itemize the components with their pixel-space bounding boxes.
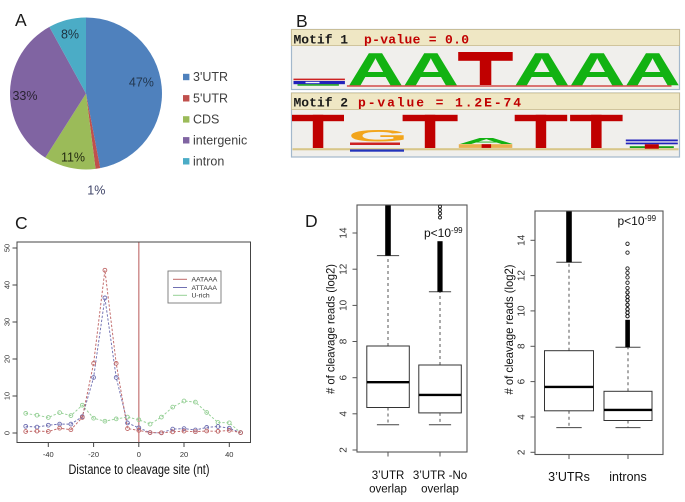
svg-text:A: A xyxy=(569,43,625,95)
svg-text:10: 10 xyxy=(517,305,528,317)
svg-text:2: 2 xyxy=(339,447,350,453)
svg-text:10: 10 xyxy=(3,392,12,400)
svg-text:50: 50 xyxy=(3,244,12,252)
svg-text:A: A xyxy=(625,43,681,95)
svg-text:ATTAAA: ATTAAA xyxy=(192,285,218,292)
svg-text:40: 40 xyxy=(225,450,233,459)
svg-text:4: 4 xyxy=(339,411,350,417)
svg-text:# of cleavage reads (log2): # of cleavage reads (log2) xyxy=(324,264,338,394)
svg-text:47%: 47% xyxy=(129,76,154,90)
svg-text:3’UTR -No: 3’UTR -No xyxy=(413,470,467,482)
svg-text:8: 8 xyxy=(339,338,350,344)
svg-text:8: 8 xyxy=(517,343,528,349)
svg-text:D: D xyxy=(305,211,318,231)
svg-text:-20: -20 xyxy=(88,450,99,459)
svg-text:6: 6 xyxy=(339,374,350,380)
svg-text:B: B xyxy=(296,11,308,31)
svg-text:2: 2 xyxy=(517,449,528,455)
svg-text:40: 40 xyxy=(3,281,12,289)
svg-text:12: 12 xyxy=(517,270,528,282)
svg-text:intergenic: intergenic xyxy=(193,134,247,148)
svg-text:U-rich: U-rich xyxy=(192,293,210,300)
svg-text:20: 20 xyxy=(3,355,12,363)
svg-text:3’UTR: 3’UTR xyxy=(372,470,405,482)
svg-text:-40: -40 xyxy=(43,450,54,459)
svg-text:10: 10 xyxy=(339,299,350,311)
svg-text:0: 0 xyxy=(137,450,141,459)
svg-text:30: 30 xyxy=(3,318,12,326)
svg-text:14: 14 xyxy=(517,234,528,246)
svg-text:5'UTR: 5'UTR xyxy=(193,92,228,106)
svg-text:A: A xyxy=(403,43,459,95)
svg-text:p-value = 1.2E-74: p-value = 1.2E-74 xyxy=(358,96,523,111)
svg-text:CDS: CDS xyxy=(193,113,219,127)
svg-text:4: 4 xyxy=(517,414,528,420)
svg-text:8%: 8% xyxy=(61,28,79,42)
svg-text:A: A xyxy=(514,43,570,95)
svg-text:overlap: overlap xyxy=(369,484,407,496)
svg-text:AATAAA: AATAAA xyxy=(192,277,218,284)
svg-text:1%: 1% xyxy=(87,183,105,197)
svg-text:0: 0 xyxy=(3,431,12,435)
svg-text:6: 6 xyxy=(517,378,528,384)
svg-text:14: 14 xyxy=(339,227,350,239)
svg-text:p-value = 0.0: p-value = 0.0 xyxy=(364,33,469,48)
svg-text:Distance to cleavage site (nt): Distance to cleavage site (nt) xyxy=(69,462,210,477)
svg-text:33%: 33% xyxy=(12,89,37,103)
svg-text:C: C xyxy=(15,213,28,233)
svg-text:A: A xyxy=(15,10,27,30)
svg-text:3’UTRs: 3’UTRs xyxy=(548,470,590,484)
svg-text:3'UTR: 3'UTR xyxy=(193,70,228,84)
svg-text:Motif 2: Motif 2 xyxy=(294,96,349,111)
svg-text:11%: 11% xyxy=(61,150,85,164)
svg-text:A: A xyxy=(458,137,515,146)
svg-text:A: A xyxy=(347,43,403,95)
svg-text:12: 12 xyxy=(339,263,350,275)
svg-text:introns: introns xyxy=(609,470,647,484)
svg-text:20: 20 xyxy=(180,450,188,459)
svg-text:overlap: overlap xyxy=(421,484,459,496)
svg-text:# of cleavage reads (log2): # of cleavage reads (log2) xyxy=(502,264,516,394)
svg-text:intron: intron xyxy=(193,155,224,169)
svg-text:Motif 1: Motif 1 xyxy=(294,33,349,48)
svg-text:G: G xyxy=(348,126,409,145)
